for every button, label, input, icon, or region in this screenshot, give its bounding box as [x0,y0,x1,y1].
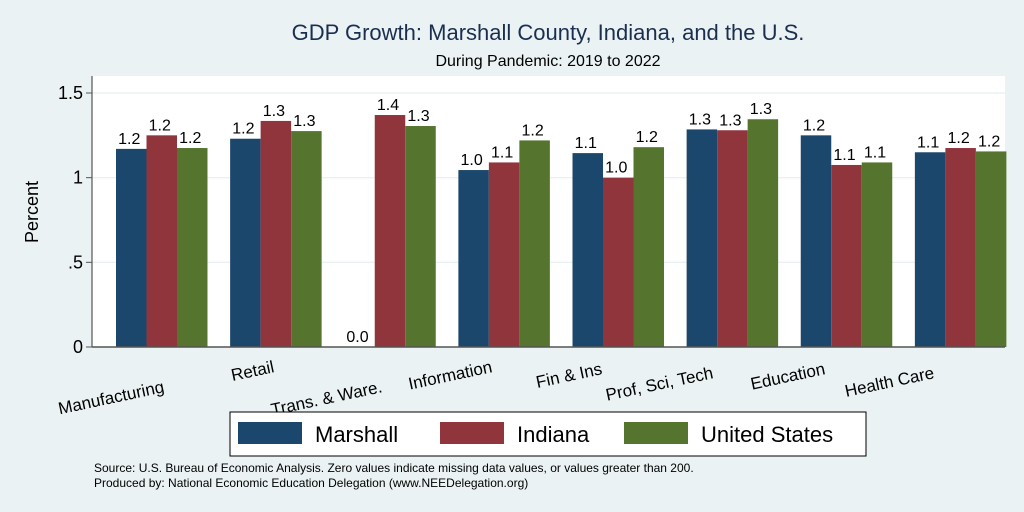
data-label: 1.3 [263,103,285,120]
bar-indiana [945,148,976,347]
data-label: 1.2 [149,117,171,134]
producer-note: Produced by: National Economic Education… [94,476,528,490]
data-label: 1.2 [636,129,658,146]
bar-marshall [116,148,147,347]
legend-swatch-united-states [624,422,688,444]
bar-indiana [488,162,520,347]
source-note: Source: U.S. Bureau of Economic Analysis… [94,461,694,475]
data-label: 1.1 [491,144,513,161]
data-label: 1.0 [605,160,627,177]
bar-united-states [975,151,1007,347]
y-tick-label: .5 [68,252,83,272]
bar-indiana [717,130,748,347]
bar-marshall [458,170,489,347]
y-tick-label: 0 [73,337,83,357]
bar-indiana [603,177,634,347]
bar-marshall [230,138,261,347]
legend-box [229,411,867,457]
bar-united-states [291,131,322,347]
bar-united-states [747,119,779,347]
bar-marshall [914,152,946,347]
data-label: 1.3 [719,112,741,129]
category-label: Fin & Ins [534,359,604,392]
data-label: 1.2 [803,117,825,134]
data-label: 1.2 [522,122,544,139]
data-label: 1.2 [978,133,1000,150]
y-axis-label: Percent [22,181,42,243]
bar-marshall [572,153,603,347]
bar-united-states [405,126,436,348]
y-tick-label: 1 [73,168,83,188]
data-label: 1.1 [575,135,597,152]
data-label: 1.4 [377,97,399,114]
category-label: Prof, Sci, Tech [604,363,715,404]
category-label: Education [749,359,827,393]
legend-label: Indiana [517,422,590,447]
legend: Marshall Indiana United States [229,411,867,457]
data-label: 1.2 [948,130,970,147]
data-label: 0.0 [346,329,368,346]
bar-united-states [519,140,550,347]
data-label: 1.3 [750,101,772,118]
data-label: 1.1 [917,134,939,151]
data-label: 1.2 [179,130,201,147]
bar-marshall [800,135,832,347]
data-label: 1.3 [293,113,315,130]
data-label: 1.2 [118,131,140,148]
chart-subtitle: During Pandemic: 2019 to 2022 [435,53,660,70]
legend-label: United States [701,422,833,447]
y-tick-label: 1.5 [58,83,83,103]
bar-indiana [260,120,292,347]
bar-indiana [831,164,862,347]
bar-united-states [861,162,893,347]
bar-indiana [146,135,177,347]
data-label: 1.1 [864,144,886,161]
category-label: Information [407,357,494,393]
chart-title: GDP Growth: Marshall County, Indiana, an… [292,20,805,45]
bar-united-states [177,148,208,347]
data-label: 1.1 [833,147,855,164]
bar-united-states [633,147,664,347]
bar-indiana [374,115,406,347]
data-label: 1.0 [461,152,483,169]
bar-marshall [686,129,718,347]
category-label: Health Care [843,363,936,400]
data-label: 1.2 [232,121,254,138]
category-label: Retail [229,357,275,385]
legend-swatch-indiana [440,422,504,444]
category-label: Manufacturing [57,377,166,418]
data-label: 1.3 [689,111,711,128]
legend-label: Marshall [315,422,398,447]
data-label: 1.3 [407,108,429,125]
legend-swatch-marshall [238,422,302,444]
